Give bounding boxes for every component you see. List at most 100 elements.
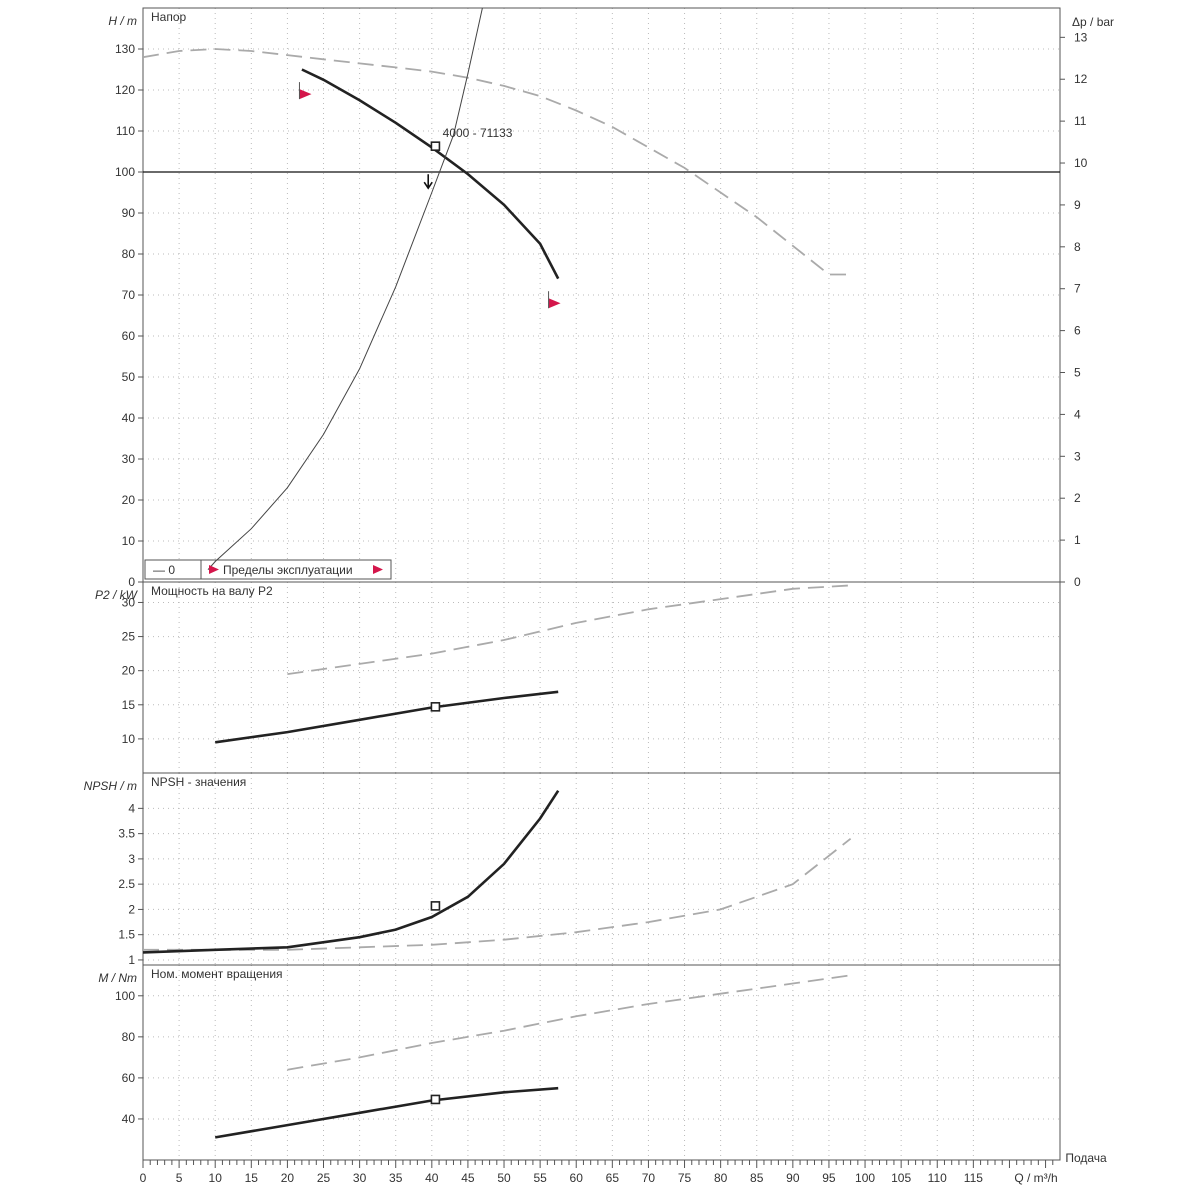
x-tick-label: 70 [642,1171,656,1185]
head-y-tick-label: 90 [122,206,136,220]
legend-item-curve: — 0 [153,563,175,577]
x-tick-label: 105 [891,1171,911,1185]
npsh-max-diameter-curve [143,837,852,951]
torque-y-tick-label: 100 [115,989,135,1003]
npsh-y-tick-label: 4 [128,801,135,815]
head-y-tick-label: 0 [128,575,135,589]
x-tick-label: 50 [497,1171,511,1185]
x-tick-label: 90 [786,1171,800,1185]
x-tick-label: 35 [389,1171,403,1185]
head-y-right-tick-label: 1 [1074,533,1081,547]
curves [143,8,1060,1139]
operating-limit-flag [548,298,561,309]
head-y-tick-label: 100 [115,165,135,179]
torque-max-diameter-curve [287,974,851,1071]
torque-panel-title: Ном. момент вращения [151,967,283,981]
head-y-tick-label: 30 [122,452,136,466]
panel-frames [138,7,1065,1168]
x-axis-label-right: Подача [1065,1151,1107,1165]
power-y-axis-label: P2 / kW [95,588,139,602]
duty-point-marker [430,1094,441,1105]
head-y-right-tick-label: 3 [1074,449,1081,463]
markers [209,82,561,1105]
head-y-right-tick-label: 11 [1074,114,1087,128]
npsh-y-tick-label: 3 [128,852,135,866]
npsh-panel-title: NPSH - значения [151,775,246,789]
x-tick-label: 30 [353,1171,367,1185]
x-tick-label: 85 [750,1171,764,1185]
head-system-curve [207,8,483,571]
power-max-diameter-curve [287,584,851,675]
torque-panel-frame [142,964,1061,1161]
power-y-tick-label: 20 [122,664,136,678]
head-y-tick-label: 130 [115,42,135,56]
npsh-y-tick-label: 3.5 [118,827,135,841]
head-y-right-tick-label: 6 [1074,324,1081,338]
legend-box [144,559,392,580]
head-y-tick-label: 120 [115,83,135,97]
head-y-right-axis-label: Δp / bar [1072,15,1114,29]
npsh-y-tick-label: 2.5 [118,877,135,891]
x-tick-label: 0 [140,1171,147,1185]
power-y-tick-label: 30 [122,595,136,609]
x-tick-label: 40 [425,1171,439,1185]
x-tick-label: 80 [714,1171,728,1185]
head-y-right-tick-label: 2 [1074,491,1081,505]
head-y-right-tick-label: 7 [1074,282,1081,296]
head-y-axis-label: H / m [108,14,137,28]
torque-y-axis-label: M / Nm [98,971,137,985]
head-y-tick-label: 20 [122,493,136,507]
x-tick-label: 5 [176,1171,183,1185]
duty-point-marker [430,141,441,151]
power-y-tick-label: 15 [122,698,136,712]
x-tick-label: 15 [245,1171,259,1185]
x-tick-label: 10 [209,1171,223,1185]
head-y-right-tick-label: 8 [1074,240,1081,254]
x-tick-label: 100 [855,1171,875,1185]
head-y-right-tick-label: 0 [1074,575,1081,589]
head-y-right-tick-label: 5 [1074,366,1081,380]
x-tick-label: 60 [570,1171,584,1185]
x-tick-label: 45 [461,1171,475,1185]
head-y-right-tick-label: 10 [1074,156,1088,170]
head-y-tick-label: 40 [122,411,136,425]
npsh-pump-curve [143,789,560,954]
npsh-y-axis-label: NPSH / m [84,779,137,793]
x-tick-label: 95 [822,1171,836,1185]
power-panel-frame [142,581,1061,774]
head-y-right-tick-label: 13 [1074,30,1088,44]
npsh-panel-frame [142,772,1061,966]
head-y-tick-label: 50 [122,370,136,384]
npsh-y-tick-label: 2 [128,902,135,916]
head-y-tick-label: 10 [122,534,136,548]
grid [143,8,1060,1160]
power-pump-curve [215,690,559,744]
x-tick-label: 65 [606,1171,620,1185]
duty-point-marker [430,702,441,712]
power-panel-title: Мощность на валу P2 [151,584,273,598]
head-y-tick-label: 60 [122,329,136,343]
operating-point-arrow [423,174,433,190]
x-tick-label: 25 [317,1171,331,1185]
npsh-y-tick-label: 1 [128,953,135,967]
x-tick-label: 75 [678,1171,692,1185]
torque-y-tick-label: 80 [122,1030,136,1044]
head-y-right-tick-label: 4 [1074,407,1081,421]
legend-flag-right [373,565,383,574]
torque-y-tick-label: 40 [122,1112,136,1126]
legend-flag-left [209,565,219,574]
labels: 0 5 10 15 20 25 30 35 40 45 50 55 60 65 70 75 80 85 90 95 10… [84,10,1114,1185]
x-tick-label: 20 [281,1171,295,1185]
head-max-diameter-curve [143,48,851,276]
head-y-tick-label: 110 [116,124,135,138]
power-y-tick-label: 25 [122,630,136,644]
operating-limit-flag [299,89,312,100]
head-y-right-tick-label: 9 [1074,198,1081,212]
npsh-y-tick-label: 1.5 [118,928,135,942]
power-y-tick-label: 10 [122,732,136,746]
head-panel-title: Напор [151,10,187,24]
duty-point-annotation: 4000 - 71133 [443,126,513,140]
head-y-right-tick-label: 12 [1074,72,1088,86]
torque-y-tick-label: 60 [122,1071,136,1085]
